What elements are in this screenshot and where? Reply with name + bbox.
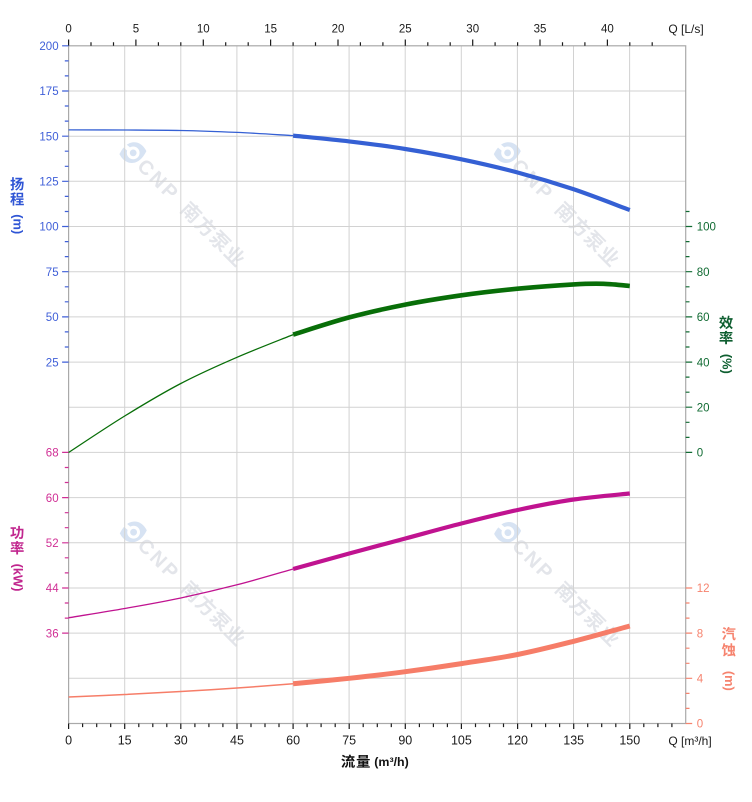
svg-text:0: 0 bbox=[65, 24, 71, 36]
svg-text:4: 4 bbox=[697, 674, 704, 686]
svg-text:175: 175 bbox=[39, 86, 58, 98]
svg-text:100: 100 bbox=[39, 222, 58, 234]
svg-text:10: 10 bbox=[197, 24, 210, 36]
svg-text:(kW): (kW) bbox=[10, 564, 25, 592]
svg-text:12: 12 bbox=[697, 583, 710, 595]
svg-text:(m): (m) bbox=[10, 214, 25, 234]
svg-text:75: 75 bbox=[46, 267, 59, 279]
svg-text:8: 8 bbox=[697, 628, 703, 640]
svg-text:105: 105 bbox=[451, 734, 472, 748]
svg-text:150: 150 bbox=[619, 734, 640, 748]
svg-text:0: 0 bbox=[697, 448, 703, 460]
svg-text:44: 44 bbox=[46, 583, 59, 595]
svg-text:90: 90 bbox=[398, 734, 412, 748]
svg-text:150: 150 bbox=[39, 131, 58, 143]
svg-text:25: 25 bbox=[46, 357, 59, 369]
svg-text:20: 20 bbox=[697, 402, 710, 414]
svg-text:60: 60 bbox=[697, 312, 710, 324]
svg-text:(m): (m) bbox=[722, 671, 737, 691]
svg-text:0: 0 bbox=[65, 734, 72, 748]
svg-text:75: 75 bbox=[342, 734, 356, 748]
svg-text:(m³/h): (m³/h) bbox=[374, 755, 408, 769]
svg-text:30: 30 bbox=[174, 734, 188, 748]
svg-text:0: 0 bbox=[697, 719, 703, 731]
svg-text:135: 135 bbox=[563, 734, 584, 748]
svg-text:15: 15 bbox=[118, 734, 132, 748]
svg-text:100: 100 bbox=[697, 222, 716, 234]
svg-text:45: 45 bbox=[230, 734, 244, 748]
svg-text:120: 120 bbox=[507, 734, 528, 748]
svg-text:50: 50 bbox=[46, 312, 59, 324]
svg-text:35: 35 bbox=[534, 24, 547, 36]
svg-text:Q [m³/h]: Q [m³/h] bbox=[668, 734, 711, 748]
svg-text:80: 80 bbox=[697, 267, 710, 279]
svg-text:68: 68 bbox=[46, 448, 59, 460]
svg-text:25: 25 bbox=[399, 24, 412, 36]
svg-text:36: 36 bbox=[46, 628, 59, 640]
svg-text:Q [L/s]: Q [L/s] bbox=[668, 22, 703, 36]
svg-text:200: 200 bbox=[39, 41, 58, 53]
svg-text:40: 40 bbox=[601, 24, 614, 36]
svg-text:60: 60 bbox=[46, 493, 59, 505]
svg-text:52: 52 bbox=[46, 538, 59, 550]
svg-text:20: 20 bbox=[332, 24, 345, 36]
svg-text:5: 5 bbox=[133, 24, 139, 36]
svg-text:(%): (%) bbox=[719, 354, 734, 374]
svg-text:40: 40 bbox=[697, 357, 710, 369]
svg-text:30: 30 bbox=[466, 24, 479, 36]
svg-text:60: 60 bbox=[286, 734, 300, 748]
svg-text:125: 125 bbox=[39, 177, 58, 189]
svg-text:15: 15 bbox=[264, 24, 277, 36]
